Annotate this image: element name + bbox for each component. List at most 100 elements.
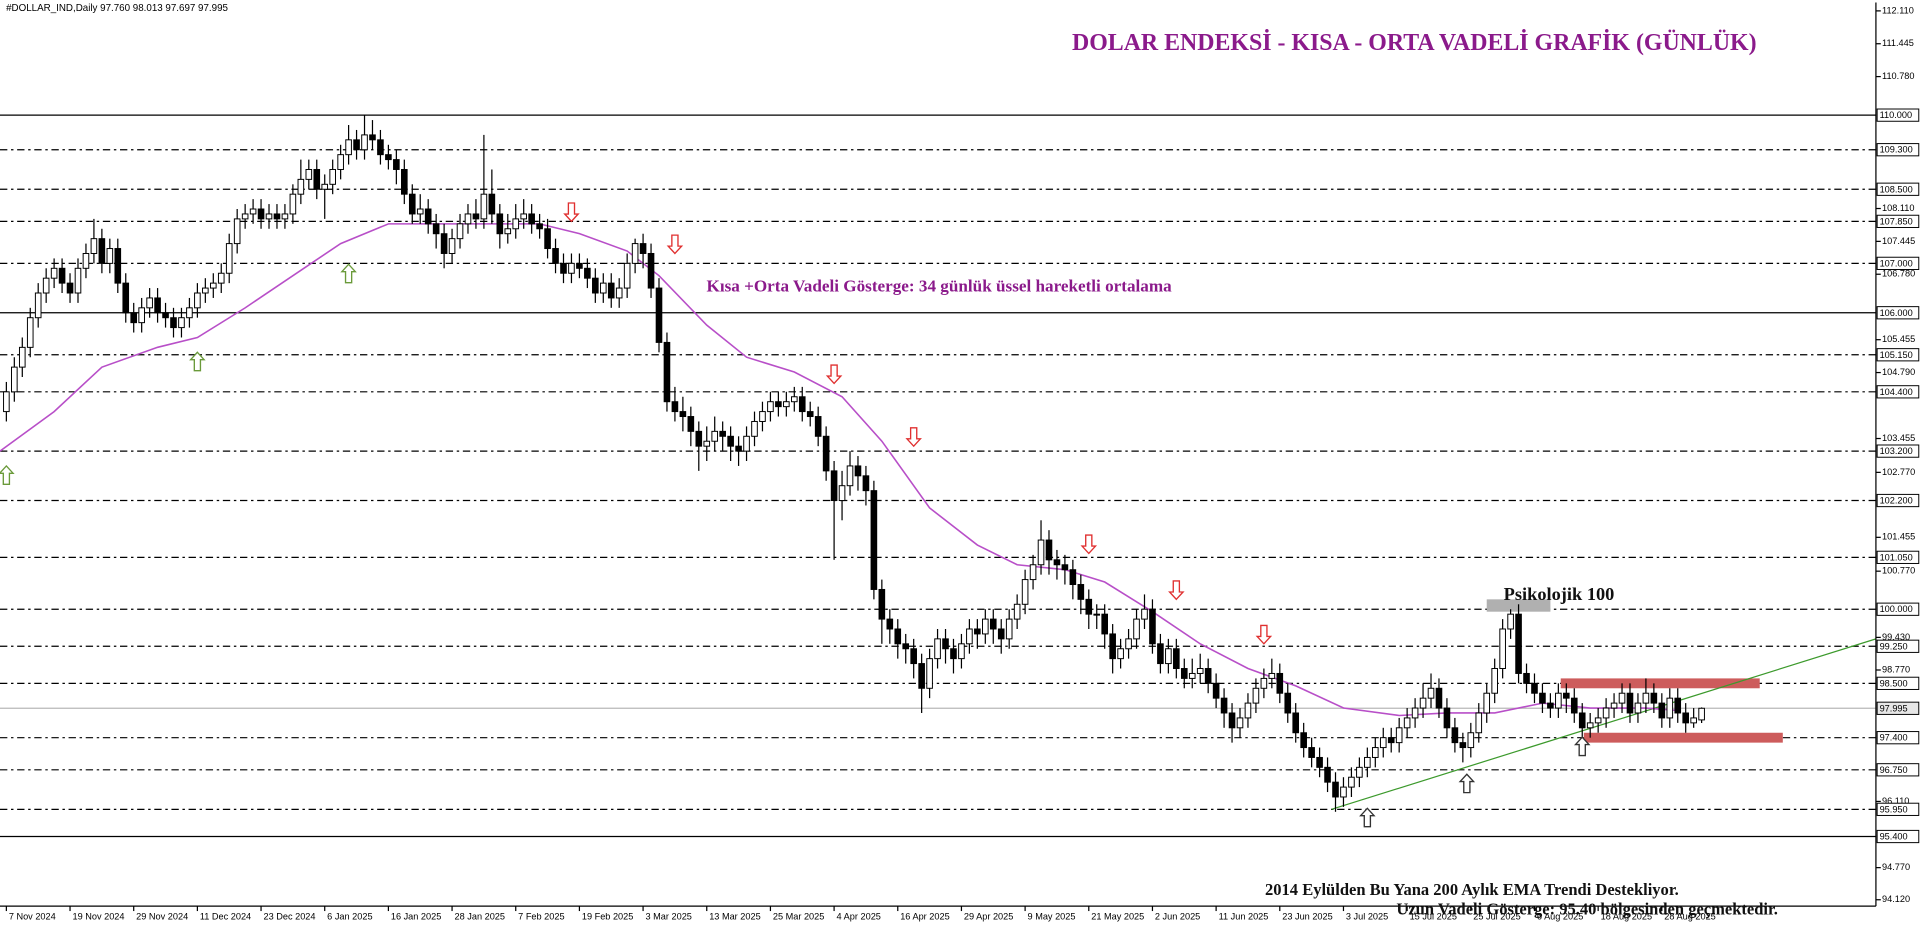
- candle-body: [1045, 539, 1053, 561]
- level-label: 109.300: [1880, 145, 1913, 155]
- signal-arrow: [563, 202, 580, 223]
- y-tick-label: 100.770: [1882, 566, 1915, 576]
- level-label-box: [1876, 348, 1920, 362]
- y-tick-label: 99.430: [1882, 632, 1910, 642]
- candle-body: [82, 252, 90, 269]
- candle-body: [1340, 786, 1347, 798]
- candle-body: [377, 139, 384, 156]
- candle-body: [1650, 692, 1658, 704]
- candle-body: [1610, 702, 1618, 709]
- candle-body: [1260, 677, 1268, 689]
- candle-body: [950, 648, 957, 660]
- candle-body: [18, 346, 26, 368]
- candle-body: [520, 213, 528, 220]
- candle-body: [3, 391, 10, 413]
- candle-body: [440, 233, 448, 254]
- candle-body: [607, 282, 615, 299]
- x-tick-label: 7 Feb 2025: [518, 912, 564, 922]
- x-tick-label: 25 Jul 2025: [1473, 912, 1520, 922]
- candle-body: [1411, 707, 1419, 719]
- level-label: 101.050: [1880, 552, 1913, 562]
- level-label: 110.000: [1880, 110, 1912, 120]
- candle-body: [1698, 707, 1705, 721]
- x-tick-label: 25 Mar 2025: [773, 912, 825, 922]
- candle-body: [878, 588, 886, 620]
- candle-body: [66, 282, 74, 294]
- candle-body: [751, 420, 758, 437]
- candle-body: [1236, 717, 1244, 729]
- candle-body: [1053, 559, 1061, 566]
- candle-body: [472, 213, 480, 220]
- candle-body: [448, 238, 456, 254]
- candle-body: [480, 193, 488, 220]
- candle-body: [1133, 618, 1140, 640]
- candle-body: [329, 168, 336, 185]
- candle-body: [671, 401, 679, 413]
- candle-body: [966, 628, 973, 645]
- x-tick-label: 6 Aug 2025: [1537, 912, 1583, 922]
- level-label: 95.950: [1880, 804, 1908, 814]
- candle-body: [822, 435, 830, 472]
- candle-body: [178, 317, 185, 329]
- candle-body: [695, 430, 703, 447]
- candle-body: [393, 159, 400, 170]
- candle-body: [1483, 692, 1491, 714]
- candle-body: [122, 282, 130, 314]
- x-tick-label: 15 Jul 2025: [1410, 912, 1457, 922]
- candle-body: [1666, 697, 1674, 719]
- trend-line: [1331, 638, 1877, 810]
- candle-body: [170, 317, 177, 329]
- x-tick-label: 11 Jun 2025: [1219, 912, 1269, 922]
- candle-body: [1276, 672, 1284, 694]
- psych-level-note: Psikolojik 100: [1504, 584, 1615, 604]
- candle-body: [1316, 756, 1323, 768]
- candle-body: [974, 628, 981, 635]
- x-tick-label: 29 Apr 2025: [964, 912, 1013, 922]
- candle-body: [703, 440, 711, 447]
- candle-body: [631, 243, 639, 264]
- candle-body: [711, 430, 719, 442]
- candle-body: [719, 430, 726, 437]
- chart-title: DOLAR ENDEKSİ - KISA - ORTA VADELİ GRAFİ…: [1072, 30, 1757, 56]
- candle-body: [1188, 672, 1196, 679]
- y-tick-label: 102.770: [1882, 467, 1915, 477]
- current-price-box: [1876, 701, 1920, 715]
- candle-body: [759, 411, 766, 422]
- signal-arrow: [189, 351, 206, 372]
- signal-arrow: [1255, 624, 1273, 645]
- candle-body: [862, 475, 870, 492]
- candle-body: [1618, 692, 1626, 704]
- y-tick-label: 111.445: [1882, 38, 1914, 48]
- x-tick-label: 4 Apr 2025: [837, 912, 881, 922]
- signal-arrow: [1080, 534, 1098, 555]
- candle-body: [42, 277, 50, 294]
- x-tick-label: 28 Aug 2025: [1664, 912, 1716, 922]
- candle-body: [1061, 564, 1069, 571]
- candle-body: [926, 658, 933, 689]
- candle-body: [1356, 766, 1363, 778]
- candle-body: [496, 213, 504, 235]
- candle-body: [416, 208, 424, 215]
- candle-body: [1284, 692, 1292, 714]
- level-label-box: [1876, 676, 1920, 690]
- candle-body: [655, 287, 663, 343]
- level-label: 102.200: [1880, 496, 1913, 506]
- candle-body: [225, 243, 233, 274]
- candle-body: [1101, 613, 1109, 635]
- level-label-box: [1876, 256, 1920, 270]
- candle-body: [910, 648, 917, 665]
- y-tick-label: 112.110: [1882, 5, 1914, 15]
- candle-body: [401, 168, 408, 195]
- candle-body: [1125, 638, 1132, 650]
- level-label-box: [1876, 444, 1920, 458]
- candle-body: [1523, 672, 1530, 684]
- signal-arrow: [0, 464, 15, 485]
- candle-body: [1419, 697, 1427, 709]
- candle-body: [679, 411, 687, 418]
- candle-body: [1586, 722, 1594, 729]
- candle-body: [504, 228, 512, 235]
- y-tick-label: 105.455: [1882, 334, 1915, 344]
- candle-body: [1332, 781, 1339, 798]
